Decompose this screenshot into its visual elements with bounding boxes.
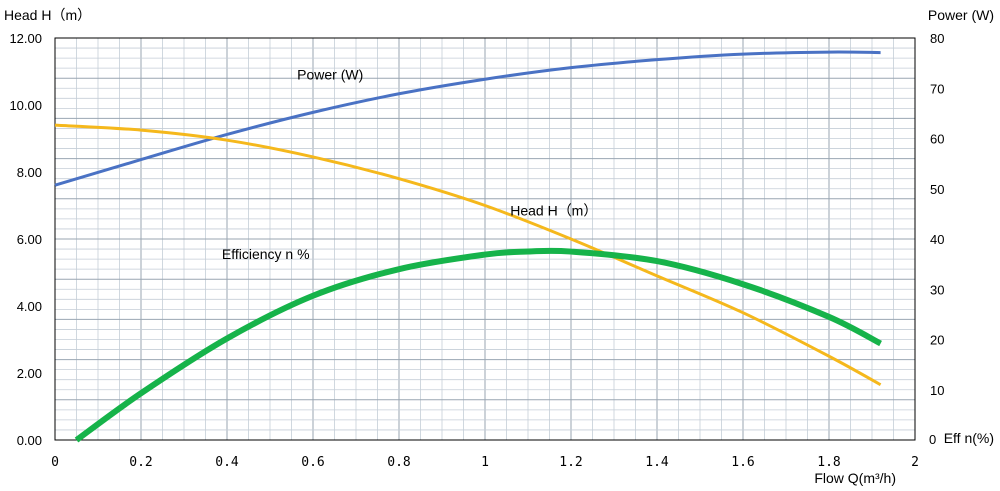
tick-labels: 0 0.2 0.4 0.6 0.8 1 1.2 1.4 1.6 1.8 2 0.00 2.00 4.00 6… (9, 31, 944, 470)
x-tick-label: 0.8 (387, 455, 410, 470)
y-right-tick-label: 40 (930, 232, 944, 247)
right-axis-title-efficiency: Eff n(%) (944, 430, 994, 446)
series-annotation: Efficiency n % (222, 246, 310, 262)
x-tick-label: 1.6 (731, 455, 754, 470)
x-axis-title: Flow Q(m³/h) (814, 470, 896, 486)
y-right-tick-label: 0 (929, 432, 936, 447)
y-right-tick-label: 30 (930, 282, 944, 297)
y-left-tick-label: 4.00 (17, 299, 42, 314)
efficiency-curve (74, 247, 882, 443)
x-tick-label: 1.8 (817, 455, 840, 470)
y-left-tick-label: 6.00 (17, 232, 42, 247)
left-axis-title: Head H（m） (4, 7, 91, 23)
power-curve (54, 50, 881, 187)
x-tick-label: 0.2 (129, 455, 152, 470)
y-right-tick-label: 10 (930, 383, 944, 398)
y-left-tick-label: 10.00 (9, 98, 42, 113)
x-tick-label: 0 (51, 455, 59, 470)
y-left-tick-label: 8.00 (17, 165, 42, 180)
right-axis-title-power: Power (W) (928, 7, 994, 23)
y-right-tick-label: 60 (930, 132, 944, 147)
head-curve (54, 123, 882, 387)
y-left-tick-label: 0.00 (17, 433, 42, 448)
y-left-tick-label: 12.00 (9, 31, 42, 46)
x-tick-label: 0.4 (215, 455, 239, 470)
series-annotation: Power (W) (297, 67, 363, 83)
x-tick-label: 1.2 (559, 455, 582, 470)
y-right-tick-label: 80 (930, 31, 944, 46)
x-tick-label: 1.4 (645, 455, 669, 470)
plot-area-frame (54, 37, 916, 441)
y-right-tick-label: 20 (930, 333, 944, 348)
x-tick-label: 0.6 (301, 455, 324, 470)
series-labels: Power (W) Head H（m） Efficiency n % (222, 67, 598, 262)
x-tick-label: 2 (911, 455, 919, 470)
series-annotation: Head H（m） (510, 203, 597, 219)
y-left-tick-label: 2.00 (17, 366, 42, 381)
series-group (54, 50, 882, 443)
y-right-tick-label: 50 (930, 182, 944, 197)
y-right-tick-label: 70 (930, 81, 944, 96)
x-tick-label: 1 (481, 455, 489, 470)
grid (55, 38, 915, 440)
